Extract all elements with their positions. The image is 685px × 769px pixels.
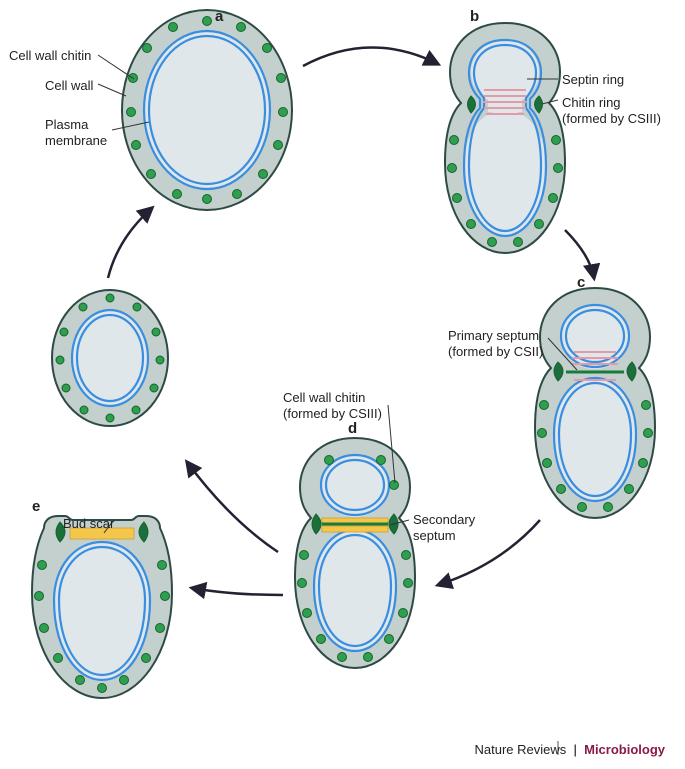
label-primary-2: (formed by CSII) [448, 344, 543, 360]
label-chitin-ring2: (formed by CSIII) [562, 111, 661, 127]
label-primary-1: Primary septum [448, 328, 539, 344]
panel-c [535, 288, 655, 518]
panel-letter-b: b [470, 8, 479, 25]
panel-letter-c: c [577, 274, 585, 291]
label-cwall-chitin1: Cell wall chitin [283, 390, 365, 406]
label-cell-wall-chitin: Cell wall chitin [9, 48, 91, 64]
label-plasma-1: Plasma [45, 117, 88, 133]
label-cwall-chitin2: (formed by CSIII) [283, 406, 382, 422]
panel-letter-a: a [215, 8, 223, 25]
credit-right: Microbiology [584, 742, 665, 757]
panel-letter-d: d [348, 420, 357, 437]
panel-letter-e: e [32, 498, 40, 515]
panel-e [32, 516, 172, 698]
label-secondary-2: septum [413, 528, 456, 544]
credit-left: Nature Reviews [475, 742, 567, 757]
label-bud-scar: Bud scar [63, 516, 114, 532]
label-secondary-1: Secondary [413, 512, 475, 528]
panel-a [98, 10, 292, 210]
credit-line: Nature Reviews | Microbiology [475, 742, 665, 757]
label-plasma-2: membrane [45, 133, 107, 149]
label-cell-wall: Cell wall [45, 78, 93, 94]
label-septin-ring: Septin ring [562, 72, 624, 88]
panel-b [445, 23, 565, 253]
daughter-cell [52, 290, 168, 426]
panel-d [295, 405, 415, 668]
label-chitin-ring1: Chitin ring [562, 95, 621, 111]
